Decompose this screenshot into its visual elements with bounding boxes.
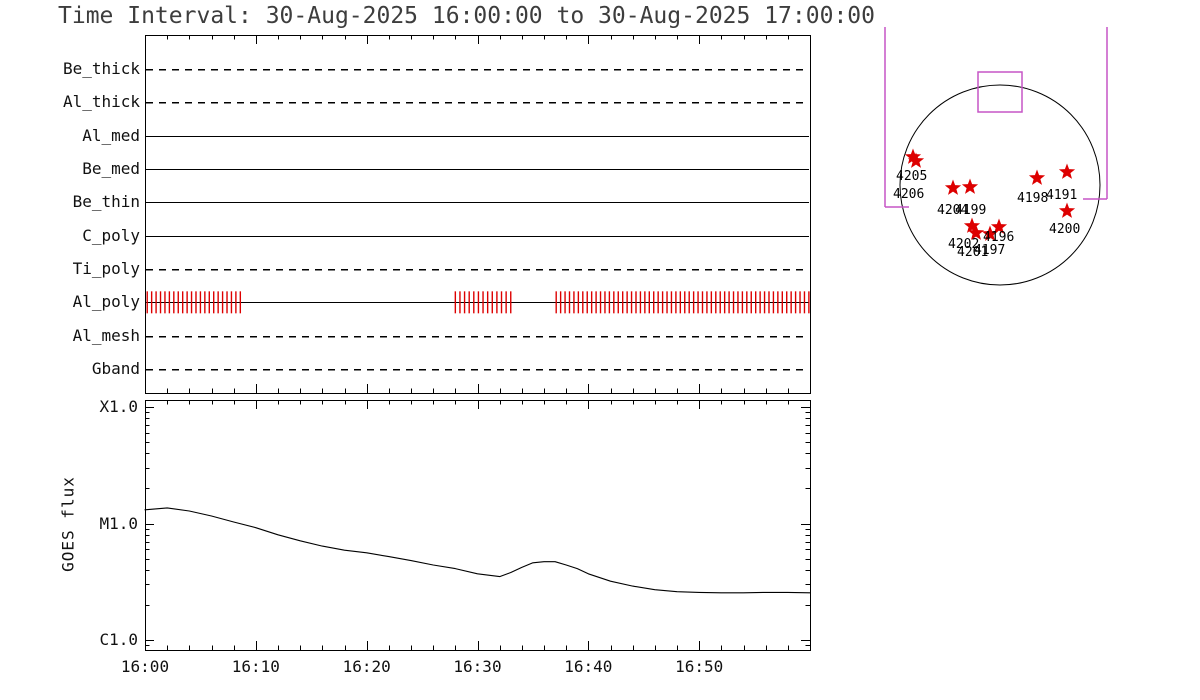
solar-disk bbox=[899, 84, 1101, 286]
ar-star-4200 bbox=[1058, 202, 1076, 218]
fov-box bbox=[977, 71, 1023, 113]
ar-star-4202 bbox=[963, 217, 981, 233]
ar-star-4205 bbox=[904, 148, 922, 164]
ar-star-4206 bbox=[907, 152, 925, 168]
ar-star-4199 bbox=[961, 178, 979, 194]
ar-star-4204 bbox=[944, 179, 962, 195]
ar-star-4201 bbox=[967, 224, 985, 240]
page-title: Time Interval: 30-Aug-2025 16:00:00 to 3… bbox=[58, 3, 875, 29]
filter-panel-frame bbox=[145, 35, 811, 394]
ar-star-4198 bbox=[1028, 169, 1046, 185]
goes-flux-curve bbox=[144, 507, 811, 594]
ar-star-4196 bbox=[990, 218, 1008, 234]
ar-star-4197 bbox=[981, 225, 999, 241]
ar-star-4191 bbox=[1058, 163, 1076, 179]
